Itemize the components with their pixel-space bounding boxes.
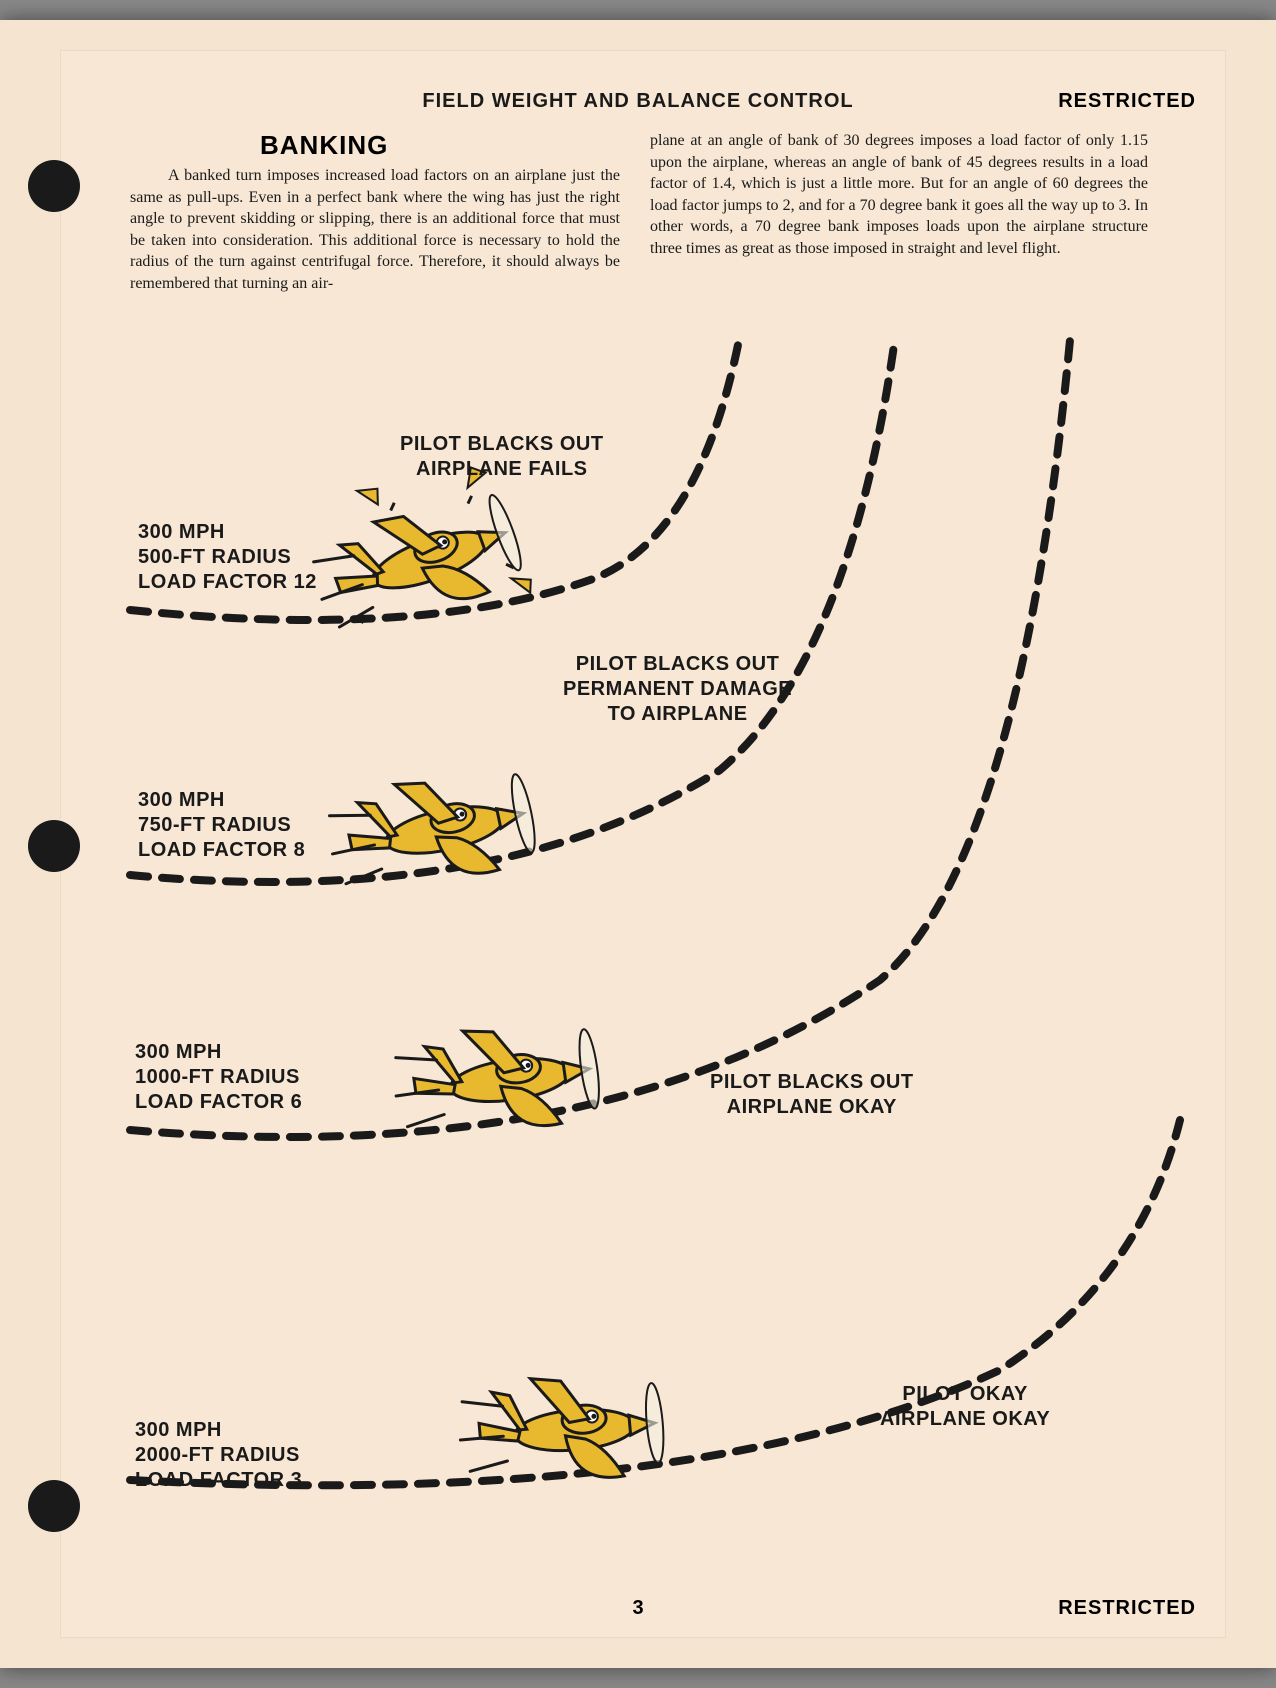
page-number: 3 bbox=[632, 1597, 643, 1620]
header-classification: RESTRICTED bbox=[1058, 90, 1196, 113]
document-page: FIELD WEIGHT AND BALANCE CONTROL RESTRIC… bbox=[0, 20, 1276, 1668]
diagram-label: PILOT OKAY AIRPLANE OKAY bbox=[880, 1382, 1050, 1432]
diagram-label: PILOT BLACKS OUT AIRPLANE OKAY bbox=[710, 1070, 914, 1120]
footer-classification: RESTRICTED bbox=[1058, 1597, 1196, 1620]
body-paragraph: plane at an angle of bank of 30 degrees … bbox=[650, 130, 1148, 260]
punch-hole bbox=[28, 160, 80, 212]
diagram-label: PILOT BLACKS OUT AIRPLANE FAILS bbox=[400, 432, 604, 482]
diagram-label: 300 MPH 2000-FT RADIUS LOAD FACTOR 3 bbox=[135, 1418, 302, 1493]
diagram-label: 300 MPH 1000-FT RADIUS LOAD FACTOR 6 bbox=[135, 1040, 302, 1115]
diagram-label: 300 MPH 750-FT RADIUS LOAD FACTOR 8 bbox=[138, 788, 305, 863]
diagram-label: PILOT BLACKS OUT PERMANENT DAMAGE TO AIR… bbox=[563, 652, 792, 727]
punch-hole bbox=[28, 1480, 80, 1532]
body-column-right: plane at an angle of bank of 30 degrees … bbox=[650, 130, 1148, 260]
body-paragraph: A banked turn imposes increased load fac… bbox=[130, 165, 620, 295]
punch-hole bbox=[28, 820, 80, 872]
body-column-left: A banked turn imposes increased load fac… bbox=[130, 165, 620, 295]
section-title: BANKING bbox=[260, 130, 388, 161]
diagram-label: 300 MPH 500-FT RADIUS LOAD FACTOR 12 bbox=[138, 520, 317, 595]
